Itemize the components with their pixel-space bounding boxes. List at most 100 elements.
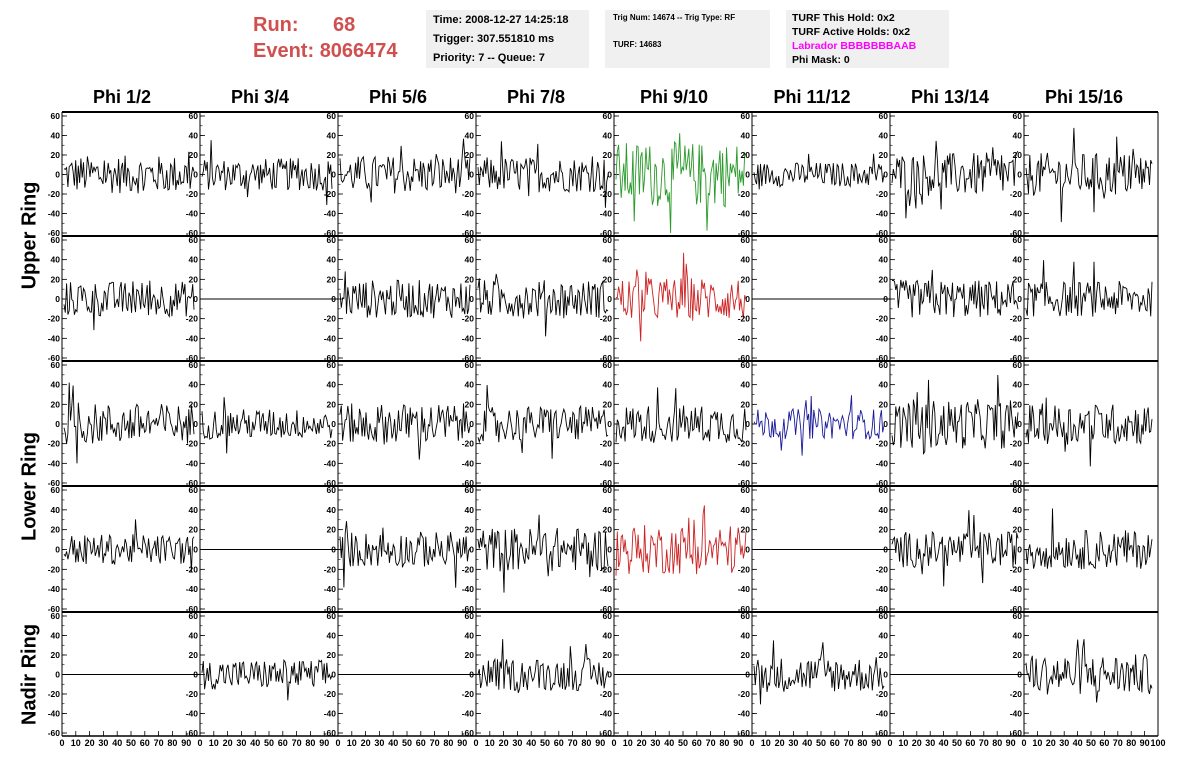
y-tick-label: -20 (186, 564, 199, 574)
y-tick-label: -20 (462, 564, 475, 574)
y-tick-label: 20 (741, 274, 751, 284)
x-tick-label: 90 (181, 738, 191, 748)
y-tick-label: 40 (879, 255, 889, 265)
y-tick-label: 60 (1013, 360, 1023, 370)
waveform-trace (339, 271, 471, 319)
x-tick-label: 20 (499, 738, 509, 748)
x-tick-label: 80 (305, 738, 315, 748)
y-tick-label: -40 (48, 209, 61, 219)
y-tick-label: 20 (189, 525, 199, 535)
y-tick-label: -40 (186, 209, 199, 219)
y-tick-label: 60 (327, 235, 337, 245)
x-tick-label: 50 (678, 738, 688, 748)
x-tick-label: 70 (292, 738, 302, 748)
y-tick-label: 20 (189, 274, 199, 284)
y-tick-label: 0 (331, 419, 336, 429)
y-tick-label: 20 (465, 274, 475, 284)
y-tick-label: 40 (465, 631, 475, 641)
x-tick-label: 30 (1059, 738, 1069, 748)
x-tick-label: 70 (154, 738, 164, 748)
y-tick-label: 60 (741, 360, 751, 370)
y-tick-label: 60 (603, 611, 613, 621)
y-tick-label: 60 (465, 611, 475, 621)
y-tick-label: 20 (603, 274, 613, 284)
x-tick-label: 10 (761, 738, 771, 748)
y-tick-label: 0 (883, 670, 888, 680)
y-tick-label: -40 (738, 209, 751, 219)
y-tick-label: 40 (465, 131, 475, 141)
y-tick-label: 0 (607, 419, 612, 429)
y-tick-label: 60 (603, 485, 613, 495)
x-tick-label: 50 (952, 738, 962, 748)
y-tick-label: 0 (1017, 545, 1022, 555)
y-tick-label: 20 (1013, 525, 1023, 535)
y-tick-label: -40 (738, 333, 751, 343)
y-tick-label: 40 (879, 631, 889, 641)
y-tick-label: -20 (462, 314, 475, 324)
y-tick-label: 0 (469, 294, 474, 304)
time-info-box: Time: 2008-12-27 14:25:18 Trigger: 307.5… (426, 10, 589, 68)
y-tick-label: 20 (1013, 274, 1023, 284)
y-tick-label: 0 (883, 419, 888, 429)
event-label: Event: (253, 40, 315, 62)
y-tick-label: -60 (738, 728, 751, 738)
y-tick-label: 60 (465, 485, 475, 495)
x-tick-label: 0 (887, 738, 892, 748)
x-tick-label: 10 (623, 738, 633, 748)
y-tick-label: 20 (879, 150, 889, 160)
waveform-panel: -60 -40 -20 0 20 40 60 (186, 360, 333, 488)
y-tick-label: -40 (186, 709, 199, 719)
labrador-text: Labrador BBBBBBBAAB (792, 40, 917, 52)
y-tick-label: 40 (327, 131, 337, 141)
waveform-trace (891, 510, 1019, 587)
y-tick-label: 60 (741, 111, 751, 121)
y-tick-label: 40 (879, 380, 889, 390)
column-title: Phi 5/6 (368, 87, 428, 107)
waveform-panel: -60 -40 -20 0 20 40 60 (600, 360, 747, 488)
y-tick-label: 0 (745, 670, 750, 680)
x-tick-label: 70 (979, 738, 989, 748)
y-tick-label: 60 (1013, 111, 1023, 121)
y-tick-label: -40 (48, 584, 61, 594)
column-title: Phi 13/14 (910, 87, 990, 107)
x-tick-label: 50 (540, 738, 550, 748)
y-tick-label: -60 (1010, 728, 1023, 738)
phi-mask-text: Phi Mask: 0 (792, 54, 850, 66)
y-tick-label: 40 (327, 380, 337, 390)
y-tick-label: -60 (462, 604, 475, 614)
waveform-trace (63, 519, 195, 572)
y-tick-label: -40 (324, 458, 337, 468)
x-tick-label: 30 (512, 738, 522, 748)
waveform-panel: -60 -40 -20 0 20 40 60 (738, 485, 890, 614)
y-tick-label: -20 (876, 189, 889, 199)
y-tick-label: 20 (603, 150, 613, 160)
x-tick-label: 100 (1150, 738, 1165, 748)
waveform-panel: -60 -40 -20 0 20 40 60 (324, 111, 471, 238)
y-tick-label: 0 (55, 170, 60, 180)
y-tick-label: 0 (883, 545, 888, 555)
y-tick-label: 40 (189, 380, 199, 390)
x-tick-label: 0 (1021, 738, 1026, 748)
y-tick-label: 60 (189, 235, 199, 245)
y-tick-label: 60 (603, 235, 613, 245)
y-tick-label: 0 (1017, 294, 1022, 304)
turf-active-holds-text: TURF Active Holds: 0x2 (792, 26, 911, 38)
y-tick-label: 20 (879, 525, 889, 535)
y-tick-label: 60 (51, 111, 61, 121)
x-tick-label: 20 (912, 738, 922, 748)
y-tick-label: -60 (876, 728, 889, 738)
y-tick-label: -40 (1010, 458, 1023, 468)
x-tick-label: 10 (71, 738, 81, 748)
y-tick-label: -60 (324, 478, 337, 488)
waveform-panel: -60 -40 -20 0 20 40 60 (186, 611, 333, 738)
y-tick-label: -20 (186, 439, 199, 449)
y-tick-label: -40 (186, 333, 199, 343)
run-event-label: Run: 68 Event: 8066474 (253, 12, 398, 64)
y-tick-label: -20 (600, 689, 613, 699)
y-tick-label: -20 (600, 439, 613, 449)
y-tick-label: 0 (193, 419, 198, 429)
x-tick-label: 70 (568, 738, 578, 748)
y-tick-label: 40 (741, 631, 751, 641)
x-tick-label: 30 (236, 738, 246, 748)
